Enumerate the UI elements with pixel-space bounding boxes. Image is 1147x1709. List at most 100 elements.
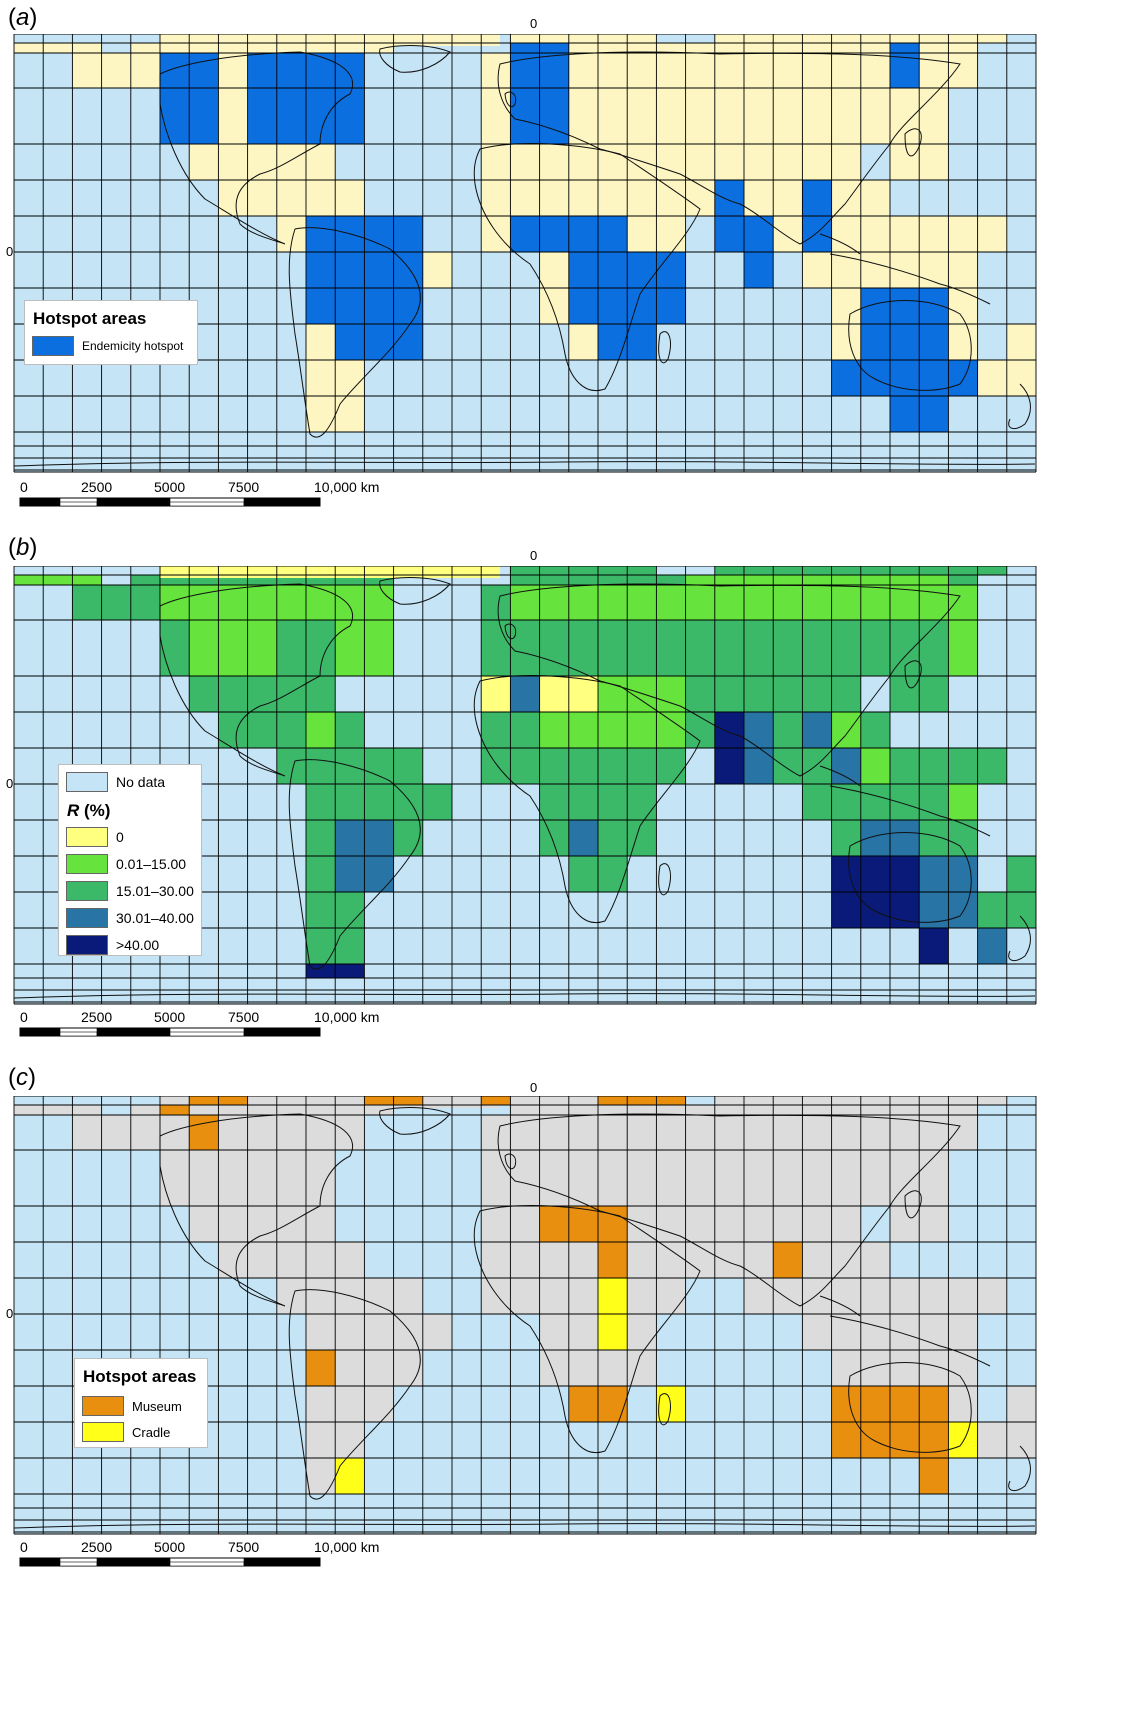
- coastline-path: [1008, 915, 1031, 962]
- land-cell: [130, 43, 394, 53]
- panel-b-zero-longitude: 0: [530, 548, 538, 563]
- r-max-swatch: [66, 934, 108, 955]
- scale-tick-label: 7500: [228, 1009, 259, 1025]
- land-cell: [1006, 324, 1036, 360]
- land-cell: [510, 566, 657, 575]
- panel-b-legend-title: R (%): [67, 801, 111, 820]
- scale-bar-segment: [96, 1027, 171, 1037]
- panel-c-zero-longitude: 0: [530, 1080, 538, 1095]
- coastline-path: [658, 331, 671, 364]
- r-value-cell: [393, 820, 423, 856]
- r-legend-item-low: 0.01–15.00: [59, 850, 201, 877]
- panel-a-zero-longitude: 0: [530, 16, 538, 31]
- land-cell: [481, 1206, 861, 1242]
- scale-bar-segment: [19, 1027, 61, 1037]
- coastline-path: [658, 863, 671, 896]
- land-cell: [189, 1206, 336, 1242]
- arctic-land: [160, 34, 500, 46]
- coastline-path: [829, 1315, 991, 1367]
- arctic-r-zero: [160, 566, 500, 578]
- scale-tick-label: 10,000 km: [314, 479, 379, 495]
- r-value-cell: [306, 712, 336, 748]
- scale-tick-label: 7500: [228, 1539, 259, 1555]
- no-data-label: No data: [116, 774, 166, 790]
- r-value-cell: [568, 820, 598, 856]
- r-legend-item-mid: 15.01–30.00: [59, 877, 201, 904]
- land-cell: [218, 180, 365, 216]
- scale-bar-segment: [19, 1557, 61, 1567]
- coastline-path: [473, 1205, 701, 1453]
- panel-c-scale-bar: 0 2500 5000 7500 10,000 km: [19, 1539, 379, 1567]
- coastline-path: [1008, 383, 1031, 430]
- scale-tick-label: 0: [20, 1539, 28, 1555]
- scale-bar-segment: [169, 1031, 245, 1037]
- coastline-path: [829, 253, 991, 305]
- land-cell: [510, 1096, 657, 1105]
- museum-hotspot-cell: [919, 1458, 949, 1494]
- land-cell: [306, 1386, 394, 1422]
- coastline-path: [504, 91, 517, 108]
- land-cell: [481, 1115, 978, 1150]
- r-value-cell: [14, 575, 102, 585]
- panel-b-map: [13, 566, 1037, 1005]
- museum-hotspot-cell: [306, 1350, 336, 1386]
- scale-tick-label: 0: [20, 1009, 28, 1025]
- r-mid-swatch: [66, 880, 108, 901]
- land-cell: [1006, 856, 1036, 892]
- coastline-path: [13, 461, 1036, 467]
- panel-b-label: (b): [8, 534, 38, 561]
- land-cell: [744, 1278, 1007, 1314]
- cradle-hotspot-cell: [948, 1422, 978, 1458]
- scale-tick-label: 5000: [154, 1539, 185, 1555]
- land-cell: [130, 575, 394, 585]
- land-cell: [744, 216, 1007, 252]
- scale-tick-label: 0: [20, 479, 28, 495]
- cradle-label: Cradle: [132, 1424, 171, 1440]
- scale-bar-segment: [243, 1027, 321, 1037]
- panel-a-legend-item-endemicity: Endemicity hotspot: [25, 335, 197, 357]
- coastline-path: [288, 1289, 421, 1500]
- r-value-cell: [539, 712, 686, 748]
- coastline-path: [159, 1113, 353, 1307]
- r-max-label: >40.00: [116, 936, 160, 953]
- endemicity-hotspot-label: Endemicity hotspot: [82, 339, 184, 353]
- scale-bar-segment: [243, 497, 321, 507]
- land-cell: [72, 1115, 160, 1150]
- land-cell: [481, 1278, 686, 1314]
- museum-hotspot-cell: [773, 1242, 803, 1278]
- scale-bar-segment: [59, 1561, 98, 1567]
- coastline-path: [473, 675, 701, 923]
- r-high-label: 30.01–40.00: [116, 909, 194, 926]
- scale-bar-segment: [96, 497, 171, 507]
- r-value-cell: [860, 748, 890, 784]
- land-cell: [14, 43, 102, 53]
- land-cell: [72, 585, 160, 620]
- r-value-cell: [948, 784, 978, 820]
- coastline-path: [159, 51, 353, 245]
- endemicity-hotspot-cell: [890, 43, 920, 88]
- r-legend-item-max: >40.00: [59, 931, 201, 958]
- endemicity-hotspot-cell: [831, 360, 861, 396]
- panel-b-scale-bar: 0 2500 5000 7500 10,000 km: [19, 1009, 379, 1037]
- land-cell: [481, 144, 861, 180]
- cradle-legend-item: Cradle: [75, 1419, 207, 1445]
- no-data-item: No data: [59, 765, 201, 797]
- r-low-swatch: [66, 853, 108, 874]
- endemicity-hotspot-cell: [335, 324, 423, 360]
- panel-c-zero-latitude: 0: [6, 1306, 14, 1321]
- land-cell: [72, 53, 160, 88]
- no-data-swatch: [66, 772, 108, 792]
- r-value-cell: [860, 575, 949, 620]
- coastline-path: [379, 577, 451, 605]
- land-cell: [14, 1105, 102, 1115]
- scale-bar-segment: [169, 1561, 245, 1567]
- grid-lines: [13, 34, 1037, 473]
- r-value-cell: [977, 928, 1007, 964]
- panel-a-zero-latitude: 0: [6, 244, 14, 259]
- panel-c-legend-title: Hotspot areas: [83, 1367, 197, 1386]
- museum-hotspot-cell: [481, 1096, 511, 1105]
- r-low-label: 0.01–15.00: [116, 855, 187, 872]
- scale-bar-segment: [59, 1031, 98, 1037]
- scale-bar-segment: [243, 1557, 321, 1567]
- scale-tick-label: 5000: [154, 1009, 185, 1025]
